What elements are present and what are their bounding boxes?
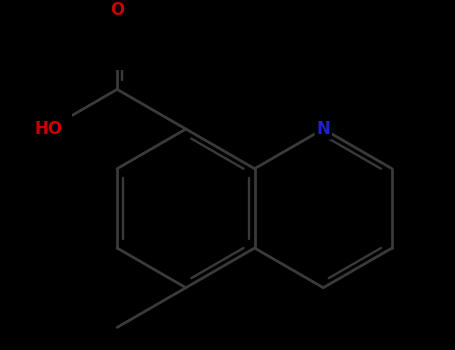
Text: N: N — [316, 120, 330, 138]
Text: HO: HO — [35, 120, 62, 138]
Text: O: O — [110, 1, 124, 19]
